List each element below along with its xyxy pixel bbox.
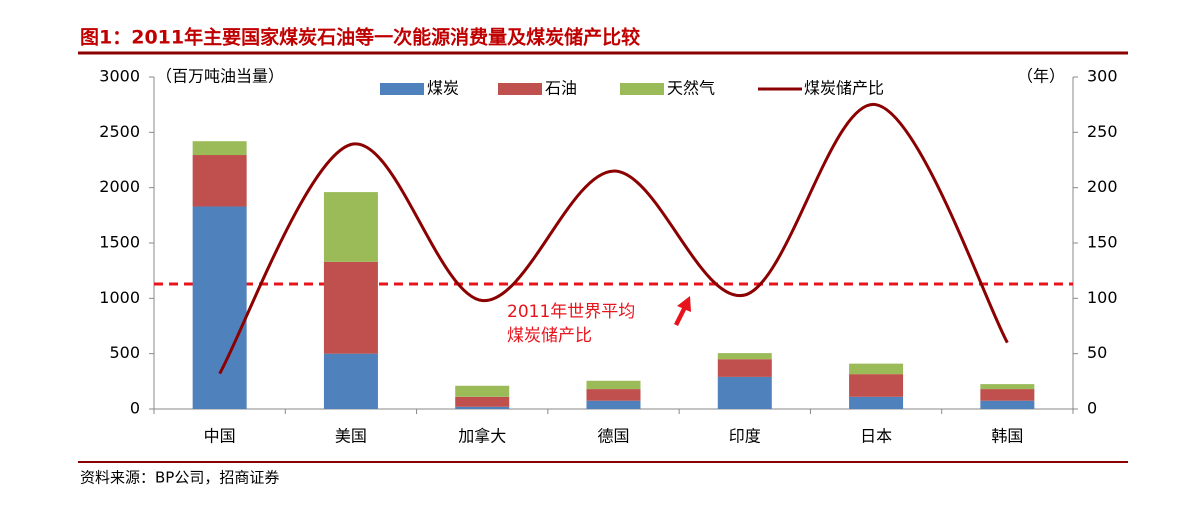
y2-tick-label: 50	[1087, 343, 1107, 362]
y-axis-label: （百万吨油当量）	[156, 67, 284, 86]
bar	[455, 396, 510, 407]
bar	[849, 363, 904, 375]
bar	[980, 400, 1035, 409]
y-tick-label: 1000	[99, 288, 140, 307]
legend-swatch	[380, 83, 424, 95]
bar	[455, 385, 510, 397]
bar	[323, 192, 378, 262]
bar	[192, 141, 247, 156]
y-tick-label: 0	[130, 399, 140, 418]
reference-label: 2011年世界平均	[507, 302, 635, 322]
bar	[455, 406, 510, 409]
bar	[192, 206, 247, 409]
y-tick-label: 500	[109, 343, 140, 362]
bar	[849, 396, 904, 409]
y2-tick-label: 100	[1087, 288, 1118, 307]
bar	[323, 353, 378, 409]
y-tick-label: 3000	[99, 67, 140, 86]
bar	[586, 380, 641, 390]
bar	[980, 389, 1035, 401]
legend-swatch	[498, 83, 542, 95]
y-tick-label: 2500	[99, 122, 140, 141]
reference-arrow	[674, 296, 691, 326]
y2-tick-label: 200	[1087, 177, 1118, 196]
y2-tick-label: 0	[1087, 399, 1097, 418]
y2-tick-label: 150	[1087, 233, 1118, 252]
bar	[980, 384, 1035, 390]
line-series	[218, 103, 1009, 375]
legend-label: 煤炭储产比	[804, 79, 884, 98]
x-tick-label: 印度	[729, 427, 761, 446]
bar	[849, 374, 904, 397]
bar	[192, 155, 247, 207]
legend-label: 煤炭	[427, 79, 459, 98]
bar	[586, 389, 641, 401]
y-tick-label: 2000	[99, 177, 140, 196]
legend-label: 天然气	[667, 79, 715, 98]
bar	[323, 261, 378, 354]
y-tick-label: 1500	[99, 233, 140, 252]
reference-label: 煤炭储产比	[507, 326, 592, 346]
y2-tick-label: 300	[1087, 67, 1118, 86]
bar	[717, 353, 772, 360]
y2-axis-label: （年）	[1017, 67, 1065, 86]
bar	[717, 359, 772, 377]
header-title: 图1：2011年主要国家煤炭石油等一次能源消费量及煤炭储产比较	[80, 26, 640, 49]
x-tick-label: 加拿大	[458, 427, 506, 446]
legend-swatch	[620, 83, 664, 95]
x-tick-label: 韩国	[991, 427, 1023, 446]
y2-tick-label: 250	[1087, 122, 1118, 141]
bar	[586, 400, 641, 409]
x-tick-label: 中国	[204, 427, 236, 446]
legend-label: 石油	[545, 79, 577, 98]
x-tick-label: 德国	[597, 427, 629, 446]
x-tick-label: 美国	[335, 427, 367, 446]
x-tick-label: 日本	[860, 427, 892, 446]
source-note: 资料来源：BP公司，招商证券	[80, 469, 279, 487]
bar	[717, 376, 772, 409]
